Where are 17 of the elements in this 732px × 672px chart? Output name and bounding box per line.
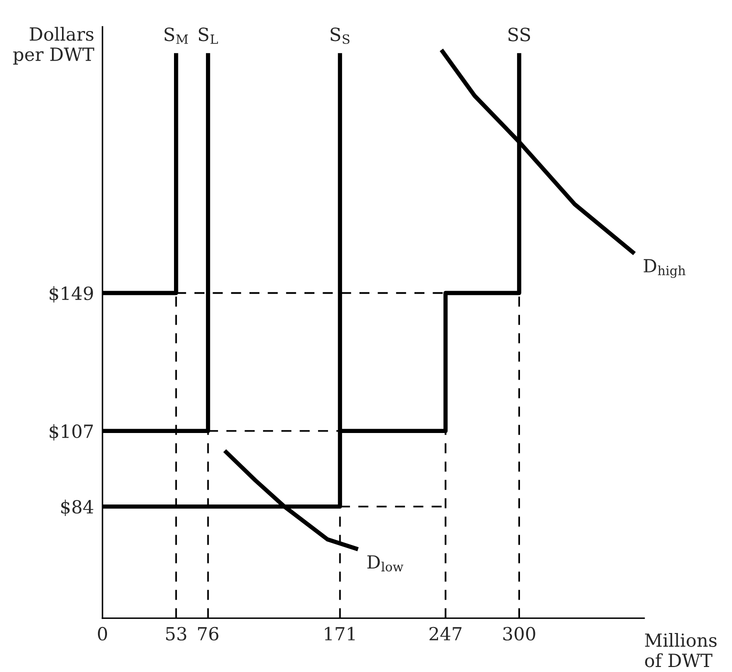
x-axis-title: Millions of DWT <box>645 633 717 668</box>
series-label: SS <box>508 28 530 42</box>
y-tick-label: $107 <box>50 424 93 440</box>
x-tick-label: 76 <box>198 626 218 641</box>
y-axis-title: Dollars per DWT <box>13 26 94 65</box>
x-tick-label: 247 <box>430 626 462 640</box>
series-label: D$_{low}$ <box>367 555 404 572</box>
series-label: S$_{L}$ <box>198 28 218 44</box>
x-tick-label: 0 <box>98 626 108 641</box>
series-label: S$_{S}$ <box>330 28 350 44</box>
y-tick-label: $149 <box>50 286 93 303</box>
series-label: D$_{high}$ <box>644 259 686 278</box>
series-label: S$_{M}$ <box>164 28 188 44</box>
x-tick-label: 171 <box>324 626 355 640</box>
y-tick-label: $84 <box>61 500 94 516</box>
x-tick-label: 53 <box>166 626 186 641</box>
x-tick-label: 300 <box>503 626 536 641</box>
